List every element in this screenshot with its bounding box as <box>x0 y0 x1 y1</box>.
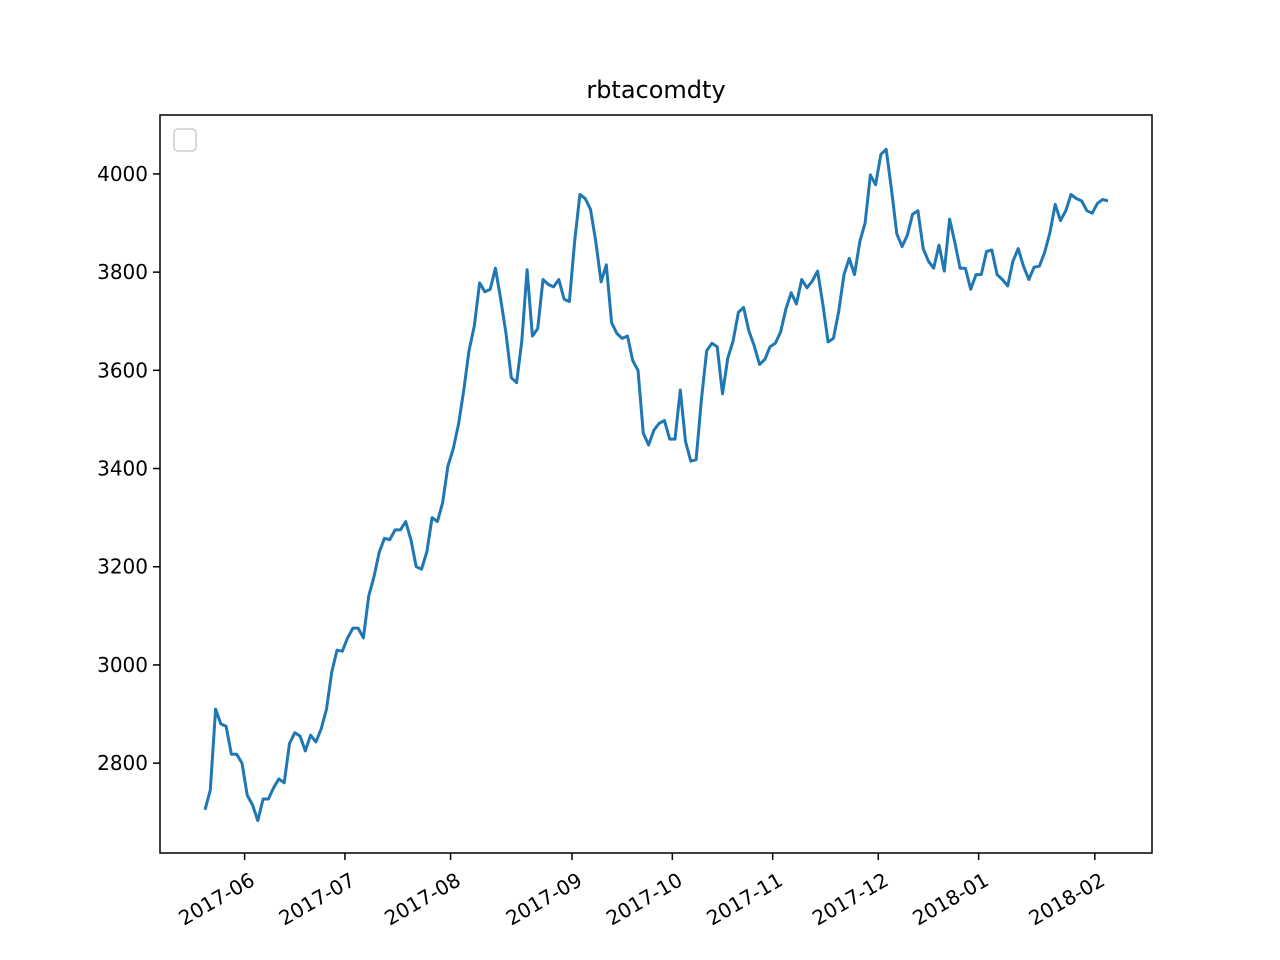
y-tick-label: 3000 <box>97 653 148 677</box>
legend-box <box>173 128 197 152</box>
y-tick-label: 3600 <box>97 358 148 382</box>
y-tick-label: 3200 <box>97 555 148 579</box>
plot-frame <box>159 114 1153 854</box>
y-tick-label: 3800 <box>97 260 148 284</box>
y-tick-label: 2800 <box>97 751 148 775</box>
chart-title: rbtacomdty <box>586 76 725 104</box>
data-line <box>203 147 1109 823</box>
y-tick-label: 4000 <box>97 162 148 186</box>
y-tick-label: 3400 <box>97 457 148 481</box>
